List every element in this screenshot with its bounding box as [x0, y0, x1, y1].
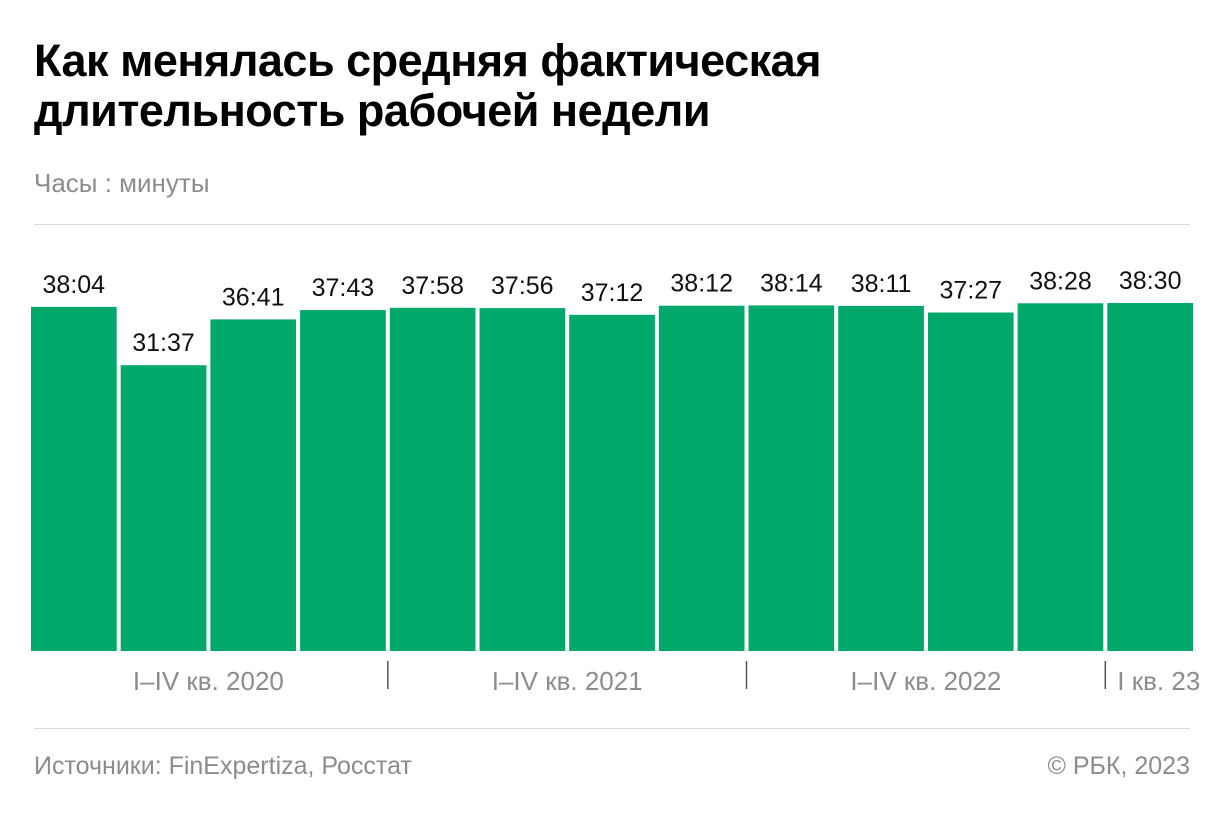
bar-value-label-9: 38:14	[760, 269, 823, 297]
top-divider	[34, 224, 1190, 225]
bar-6	[479, 308, 566, 651]
chart-title-line-2: длительность рабочей недели	[34, 85, 710, 136]
group-label-1: I–IV кв. 2020	[133, 666, 284, 696]
bottom-divider	[34, 728, 1190, 729]
bar-12	[1017, 303, 1104, 651]
bar-9	[748, 305, 835, 651]
bar-value-label-3: 36:41	[222, 283, 285, 311]
group-label-3: I–IV кв. 2022	[850, 666, 1001, 696]
bar-13	[1107, 303, 1193, 651]
bar-1	[31, 306, 117, 651]
bar-7	[569, 314, 655, 651]
group-label-2: I–IV кв. 2021	[492, 666, 643, 696]
bar-value-label-7: 37:12	[581, 279, 644, 307]
bar-5	[389, 307, 476, 651]
bar-4	[300, 310, 386, 651]
bar-value-label-1: 38:04	[43, 271, 106, 299]
bar-value-label-8: 38:12	[670, 270, 733, 298]
bar-8	[658, 305, 745, 651]
bar-value-label-2: 31:37	[132, 329, 195, 357]
chart-title: Как менялась средняя фактическая длитель…	[34, 36, 1184, 136]
chart-title-line-1: Как менялась средняя фактическая	[34, 35, 821, 86]
chart-subtitle: Часы : минуты	[34, 168, 210, 198]
bar-11	[927, 312, 1014, 651]
bar-value-label-11: 37:27	[940, 277, 1003, 305]
bar-value-label-6: 37:56	[491, 272, 554, 300]
bar-value-label-10: 38:11	[851, 270, 912, 298]
source-note: Источники: FinExpertiza, Росстат	[34, 752, 412, 780]
bar-chart: 38:04 31:37 36:41 37:43 37:58 37:56 37:12 38:12…	[31, 267, 1200, 696]
group-label-4: I кв. 23	[1117, 666, 1200, 696]
bar-value-label-5: 37:58	[401, 272, 464, 300]
bar-value-label-4: 37:43	[312, 274, 375, 302]
bar-2	[120, 365, 207, 651]
bar-value-label-12: 38:28	[1029, 267, 1092, 295]
bar-value-label-13: 38:30	[1119, 267, 1182, 295]
bar-3	[210, 319, 297, 651]
bar-10	[838, 305, 924, 651]
copyright-note: © РБК, 2023	[1047, 752, 1190, 780]
